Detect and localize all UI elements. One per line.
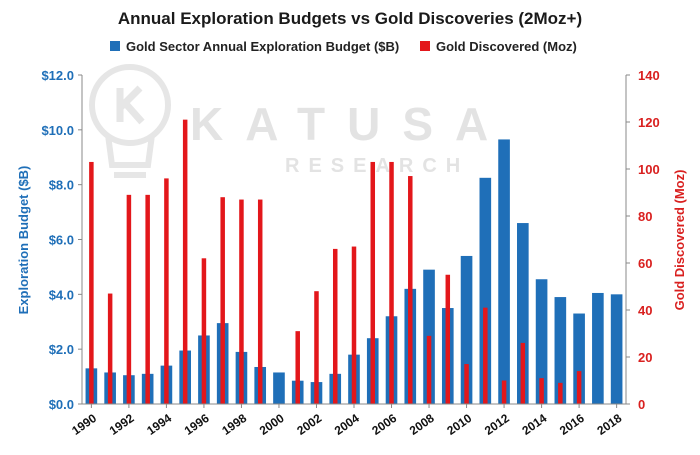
y-left-tick-label: $0.0 <box>49 397 74 412</box>
y-right-tick-label: 40 <box>638 303 652 318</box>
bar-gold-2007 <box>408 176 413 404</box>
y-axis-right-ticks: 0 20 40 60 80 100 120 140 <box>626 68 660 412</box>
bar-gold-2010 <box>464 364 469 404</box>
bar-gold-2016 <box>576 371 582 404</box>
y-right-tick-label: 0 <box>638 397 645 412</box>
watermark-sub: RESEARCH <box>285 155 469 177</box>
bar-gold-1991 <box>107 293 113 404</box>
bar-budget-2012 <box>498 139 510 404</box>
bar-budget-2014 <box>535 279 548 404</box>
bar-gold-1994 <box>164 178 169 404</box>
bar-budget-2010 <box>460 255 473 404</box>
y-axis-left-label: Exploration Budget ($B) <box>16 166 31 315</box>
legend-swatch-discovered <box>420 41 430 51</box>
bar-gold-2003 <box>332 248 338 404</box>
bar-budget-2018 <box>610 294 623 404</box>
bar-gold-1995 <box>182 119 188 405</box>
legend-label-discovered: Gold Discovered (Moz) <box>436 39 577 54</box>
watermark: KATUSA RESEARCH <box>89 64 510 178</box>
bar-gold-1999 <box>257 199 263 404</box>
y-right-tick-label: 80 <box>638 209 652 224</box>
bar-gold-1993 <box>145 194 150 404</box>
series-gold-bars <box>89 119 582 405</box>
bar-budget-2000 <box>273 372 285 404</box>
x-tick-label: 2002 <box>294 411 324 438</box>
bar-gold-2002 <box>314 291 319 404</box>
legend-label-budget: Gold Sector Annual Exploration Budget ($… <box>126 39 399 54</box>
x-tick-label: 2014 <box>519 411 549 438</box>
y-left-tick-label: $12.0 <box>41 68 74 83</box>
bar-gold-2011 <box>483 307 488 404</box>
y-left-tick-label: $6.0 <box>49 233 74 248</box>
bar-gold-1992 <box>126 194 132 404</box>
x-tick-label: 2006 <box>369 411 399 438</box>
x-tick-label: 2000 <box>257 411 287 438</box>
x-tick-label: 1992 <box>107 411 137 438</box>
bar-budget-2015 <box>554 297 567 404</box>
y-right-tick-label: 60 <box>638 256 652 271</box>
x-tick-label: 2016 <box>557 411 587 438</box>
x-tick-label: 1994 <box>144 411 174 438</box>
bar-gold-1998 <box>239 199 244 404</box>
y-right-tick-label: 140 <box>638 68 660 83</box>
y-axis-left-ticks: $0.0 $2.0 $4.0 $6.0 $8.0 $10.0 $12.0 <box>41 68 82 412</box>
bar-gold-2006 <box>389 161 394 404</box>
y-left-tick-label: $10.0 <box>41 123 74 138</box>
x-tick-label: 1990 <box>69 411 99 438</box>
bar-gold-2015 <box>558 382 563 404</box>
bar-gold-1990 <box>89 161 94 404</box>
bar-gold-2012 <box>501 380 507 404</box>
chart-title: Annual Exploration Budgets vs Gold Disco… <box>118 9 582 28</box>
x-tick-label: 1998 <box>219 411 249 438</box>
bar-budget-2016 <box>573 313 585 404</box>
watermark-lightbulb-icon <box>89 64 171 178</box>
x-axis-ticks: 1990 1992 1994 1996 1998 2000 2002 2004 2006 2008… <box>69 404 625 438</box>
bar-budget-2011 <box>479 177 492 404</box>
y-left-tick-label: $4.0 <box>49 287 74 302</box>
x-tick-label: 2018 <box>594 411 624 438</box>
bar-gold-2013 <box>520 342 526 404</box>
x-tick-label: 1996 <box>182 411 212 438</box>
y-left-tick-label: $2.0 <box>49 342 74 357</box>
legend-swatch-budget <box>110 41 120 51</box>
y-right-tick-label: 120 <box>638 115 660 130</box>
legend: Gold Sector Annual Exploration Budget ($… <box>110 39 577 54</box>
x-tick-label: 2010 <box>444 411 474 438</box>
bar-gold-2009 <box>445 274 451 404</box>
y-right-tick-label: 20 <box>638 350 652 365</box>
bar-budget-2017 <box>592 292 604 404</box>
y-left-tick-label: $8.0 <box>49 178 74 193</box>
watermark-brand: KATUSA <box>190 98 510 150</box>
x-tick-label: 2004 <box>332 411 362 438</box>
x-tick-label: 2012 <box>482 411 512 438</box>
y-axis-right-label: Gold Discovered (Moz) <box>672 170 687 311</box>
bar-gold-1997 <box>220 197 225 404</box>
x-tick-label: 2008 <box>407 411 437 438</box>
bar-gold-2004 <box>351 246 357 404</box>
y-right-tick-label: 100 <box>638 162 660 177</box>
bar-gold-1996 <box>201 258 207 404</box>
bar-gold-2001 <box>295 331 300 404</box>
bar-gold-2014 <box>539 378 544 404</box>
bar-gold-2008 <box>426 335 432 404</box>
bar-budget-2013 <box>517 223 529 404</box>
bar-gold-2005 <box>370 161 376 404</box>
